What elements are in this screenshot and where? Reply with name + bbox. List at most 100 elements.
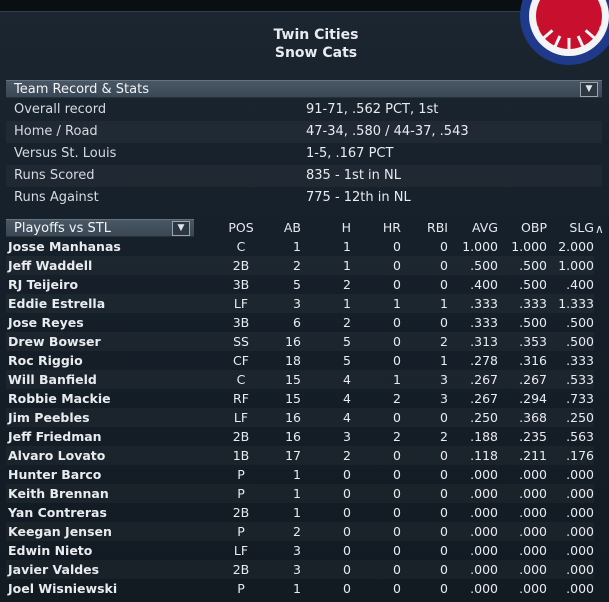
player-row[interactable]: Alvaro Lovato 1B 17 2 0 0 .118 .211 .176 [6,446,594,465]
player-name[interactable]: Jeff Friedman [8,429,102,444]
player-row[interactable]: Jim Peebles LF 16 4 0 0 .250 .368 .250 [6,408,594,427]
player-rbi: 0 [440,448,448,463]
player-ab: 17 [285,448,301,463]
player-avg: .000 [470,467,498,482]
column-header-avg[interactable]: AVG [472,220,498,235]
player-row[interactable]: Javier Valdes 2B 3 0 0 0 .000 .000 .000 [6,560,594,579]
player-name[interactable]: Keegan Jensen [8,524,112,539]
player-slg: 2.000 [558,239,594,254]
playoffs-dropdown-button[interactable]: ▼ [172,221,190,236]
chevron-up-icon[interactable]: ∧ [595,222,604,236]
player-h: 2 [343,448,351,463]
player-row[interactable]: Roc Riggio CF 18 5 0 1 .278 .316 .333 [6,351,594,370]
bunting-decoration-icon [520,0,609,65]
player-hr: 0 [393,410,401,425]
player-slg: .400 [566,277,594,292]
player-avg: .333 [470,315,498,330]
player-row[interactable]: Keegan Jensen P 2 0 0 0 .000 .000 .000 [6,522,594,541]
player-hr: 0 [393,258,401,273]
player-name[interactable]: Javier Valdes [8,562,100,577]
player-avg: .400 [470,277,498,292]
player-row[interactable]: Jose Reyes 3B 6 2 0 0 .333 .500 .500 [6,313,594,332]
player-h: 4 [343,372,351,387]
player-row[interactable]: Eddie Estrella LF 3 1 1 1.333.333 1.333 [6,294,594,313]
player-pos: C [236,372,246,387]
player-name[interactable]: Jeff Waddell [8,258,93,273]
record-row: Versus St. Louis 1-5, .167 PCT [6,143,602,165]
player-row[interactable]: Jeff Waddell 2B 2 1 0 0 .500 .500 1.000 [6,256,594,275]
player-row[interactable]: Will Banfield C 15 4 1 3 .267 .267 .533 [6,370,594,389]
player-name[interactable]: Keith Brennan [8,486,109,501]
player-row[interactable]: Joel Wisniewski P 1 0 0 0 .000 .000 .000 [6,579,594,598]
player-name[interactable]: RJ Teijeiro [8,277,79,292]
player-obp: .500 [519,258,547,273]
player-row[interactable]: Edwin Nieto LF 3 0 0 0 .000 .000 .000 [6,541,594,560]
player-name[interactable]: Yan Contreras [8,505,107,520]
record-label: Runs Against [14,190,99,205]
player-row[interactable]: Jeff Friedman 2B 16 3 2 2 .188 .235 .563 [6,427,594,446]
player-name[interactable]: Josse Manhanas [8,239,121,254]
player-h: 3 [343,429,351,444]
player-ab: 2 [293,524,301,539]
player-obp: .000 [519,505,547,520]
chevron-down-icon: ▼ [177,223,185,233]
player-name[interactable]: Joel Wisniewski [8,581,118,596]
player-h: 0 [343,543,351,558]
player-row[interactable]: Drew Bowser SS 16 5 0 2 .313 .353 .500 [6,332,594,351]
player-h: 1 [343,296,351,311]
player-row[interactable]: RJ Teijeiro 3B 5 2 0 0 .400 .500 .400 [6,275,594,294]
player-slg: .533 [566,372,594,387]
player-rbi: 0 [440,562,448,577]
player-h: 5 [343,353,351,368]
player-avg: .267 [470,372,498,387]
player-name[interactable]: Robbie Mackie [8,391,111,406]
player-slg: .563 [566,429,594,444]
record-value: 775 - 12th in NL [306,190,411,205]
player-h: 0 [343,467,351,482]
record-dropdown-button[interactable]: ▼ [580,82,598,97]
player-rbi: 0 [440,581,448,596]
column-header-slg[interactable]: SLG [569,220,594,235]
player-row[interactable]: Josse Manhanas C 1 1 0 0 1.000 1.000 2.000 [6,237,594,256]
player-row[interactable]: Robbie Mackie RF 15 4 2 3 .267 .294 .733 [6,389,594,408]
player-avg: 1.000 [462,239,498,254]
player-obp: .000 [519,524,547,539]
player-rbi: 3 [440,372,448,387]
column-header-ab[interactable]: AB [283,220,301,235]
player-name[interactable]: Will Banfield [8,372,97,387]
player-name[interactable]: Hunter Barco [8,467,102,482]
column-header-obp[interactable]: OBP [521,220,547,235]
player-ab: 5 [293,277,301,292]
chevron-down-icon: ▼ [585,84,593,94]
player-name[interactable]: Edwin Nieto [8,543,93,558]
player-h: 1 [343,258,351,273]
player-row[interactable]: Keith Brennan P 1 0 0 0 .000 .000 .000 [6,484,594,503]
player-name[interactable]: Jim Peebles [8,410,90,425]
player-row[interactable]: Hunter Barco P 1 0 0 0 .000 .000 .000 [6,465,594,484]
player-slg: .333 [566,353,594,368]
player-pos: LF [233,296,249,311]
column-header-h[interactable]: H [341,220,351,235]
player-name[interactable]: Drew Bowser [8,334,101,349]
player-pos: 2B [232,562,250,577]
player-name[interactable]: Alvaro Lovato [8,448,106,463]
playoffs-selector[interactable]: Playoffs vs STL ▼ [6,219,194,237]
player-avg: .000 [470,581,498,596]
player-hr: 0 [393,486,401,501]
player-hr: 0 [393,562,401,577]
player-slg: .500 [566,334,594,349]
player-row[interactable]: Yan Contreras 2B 1 0 0 0 .000 .000 .000 [6,503,594,522]
column-header-pos[interactable]: POS [228,220,254,235]
player-name[interactable]: Jose Reyes [8,315,84,330]
player-avg: .000 [470,486,498,501]
player-name[interactable]: Roc Riggio [8,353,83,368]
player-obp: .267 [519,372,547,387]
player-hr: 0 [393,581,401,596]
window-top-bar [0,0,609,12]
column-header-rbi[interactable]: RBI [427,220,448,235]
player-ab: 1 [293,239,301,254]
player-name[interactable]: Eddie Estrella [8,296,106,311]
player-pos: SS [233,334,249,349]
player-hr: 0 [393,315,401,330]
column-header-hr[interactable]: HR [382,220,401,235]
